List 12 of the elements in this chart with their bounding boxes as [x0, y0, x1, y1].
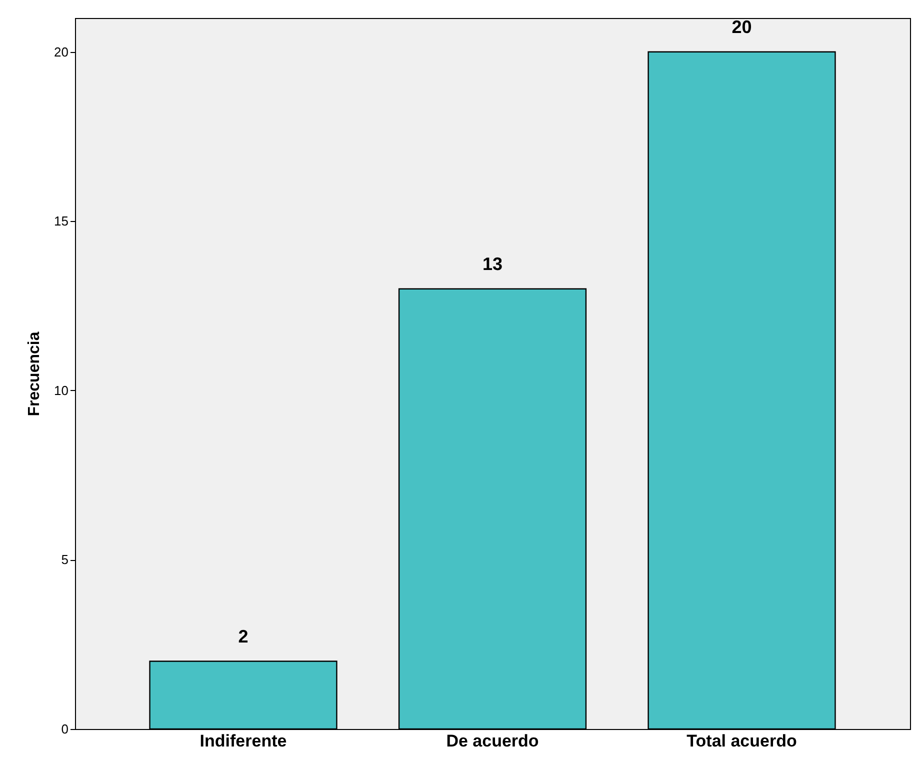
data-label: 13 [482, 254, 503, 274]
x-tick-label: Total acuerdo [686, 732, 797, 750]
data-label: 20 [732, 16, 752, 37]
y-tick-label: 0 [61, 722, 68, 736]
y-tick-label: 5 [61, 552, 68, 568]
y-tick-label: 15 [54, 214, 68, 229]
y-tick-label: 20 [54, 44, 68, 60]
x-tick-label: Indiferente [200, 732, 287, 750]
x-tick-label: De acuerdo [446, 732, 539, 750]
data-label: 2 [238, 626, 248, 646]
y-axis-title: Frecuencia [26, 332, 44, 416]
y-tick-label: 10 [54, 382, 68, 398]
